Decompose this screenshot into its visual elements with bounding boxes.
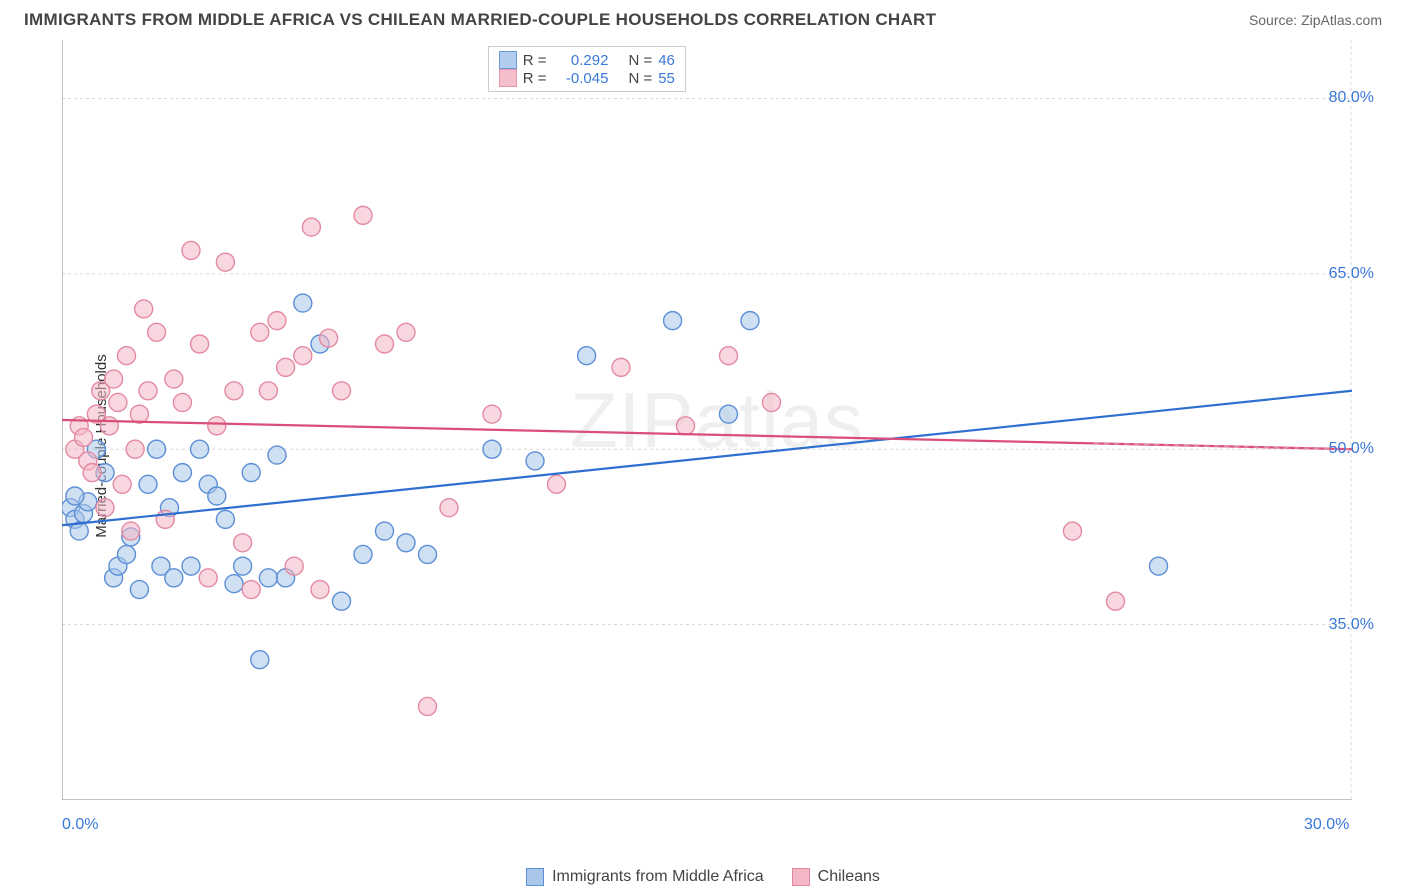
legend-r-value: -0.045 xyxy=(552,70,608,87)
legend-n-value: 55 xyxy=(658,70,675,87)
legend-n-label: N = xyxy=(628,52,652,69)
legend-r-label: R = xyxy=(523,70,547,87)
chart-source: Source: ZipAtlas.com xyxy=(1249,12,1382,28)
legend-swatch xyxy=(499,51,517,69)
legend-row: R = -0.045 N = 55 xyxy=(499,69,675,87)
legend-row: R = 0.292 N = 46 xyxy=(499,51,675,69)
correlation-legend: R = 0.292 N = 46 R = -0.045 N = 55 xyxy=(488,46,686,92)
legend-r-value: 0.292 xyxy=(552,52,608,69)
y-tick-label: 65.0% xyxy=(1329,265,1374,283)
legend-r-label: R = xyxy=(523,52,547,69)
series-legend: Immigrants from Middle Africa Chileans xyxy=(0,868,1406,886)
chart-header: IMMIGRANTS FROM MIDDLE AFRICA VS CHILEAN… xyxy=(0,0,1406,36)
x-tick-label: 30.0% xyxy=(1304,816,1349,834)
legend-item: Immigrants from Middle Africa xyxy=(526,868,764,886)
legend-item: Chileans xyxy=(792,868,880,886)
x-tick-label: 0.0% xyxy=(62,816,98,834)
chart-svg xyxy=(62,40,1352,800)
legend-swatch xyxy=(499,69,517,87)
scatter-plot: ZIPatlas R = 0.292 N = 46 R = -0.045 N =… xyxy=(62,40,1372,810)
y-tick-label: 80.0% xyxy=(1329,89,1374,107)
y-tick-label: 50.0% xyxy=(1329,440,1374,458)
legend-n-label: N = xyxy=(628,70,652,87)
y-tick-label: 35.0% xyxy=(1329,616,1374,634)
chart-title: IMMIGRANTS FROM MIDDLE AFRICA VS CHILEAN… xyxy=(24,10,936,30)
legend-series-label: Chileans xyxy=(818,868,880,886)
legend-swatch xyxy=(792,868,810,886)
legend-n-value: 46 xyxy=(658,52,675,69)
legend-series-label: Immigrants from Middle Africa xyxy=(552,868,764,886)
legend-swatch xyxy=(526,868,544,886)
